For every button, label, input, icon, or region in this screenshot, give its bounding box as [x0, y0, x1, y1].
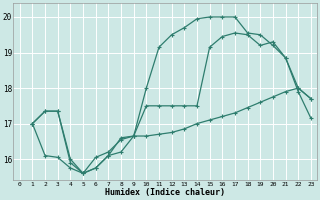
X-axis label: Humidex (Indice chaleur): Humidex (Indice chaleur): [105, 188, 225, 197]
